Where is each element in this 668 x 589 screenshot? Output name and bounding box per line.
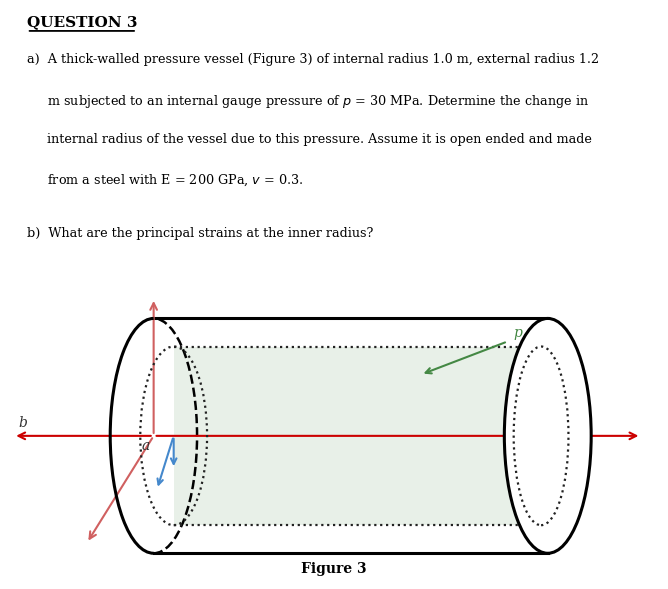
Text: from a steel with E = 200 GPa, $v$ = 0.3.: from a steel with E = 200 GPa, $v$ = 0.3… <box>27 173 303 188</box>
Text: b: b <box>19 416 27 429</box>
Bar <box>174 346 541 525</box>
Text: m subjected to an internal gauge pressure of $p$ = 30 MPa. Determine the change : m subjected to an internal gauge pressur… <box>27 93 589 110</box>
Ellipse shape <box>504 319 591 553</box>
Text: QUESTION 3: QUESTION 3 <box>27 15 137 29</box>
Text: Figure 3: Figure 3 <box>301 562 367 576</box>
Text: a)  A thick-walled pressure vessel (Figure 3) of internal radius 1.0 m, external: a) A thick-walled pressure vessel (Figur… <box>27 53 599 66</box>
Text: a: a <box>142 439 150 453</box>
Text: p: p <box>513 326 522 340</box>
Text: internal radius of the vessel due to this pressure. Assume it is open ended and : internal radius of the vessel due to thi… <box>27 133 592 145</box>
Text: b)  What are the principal strains at the inner radius?: b) What are the principal strains at the… <box>27 227 373 240</box>
